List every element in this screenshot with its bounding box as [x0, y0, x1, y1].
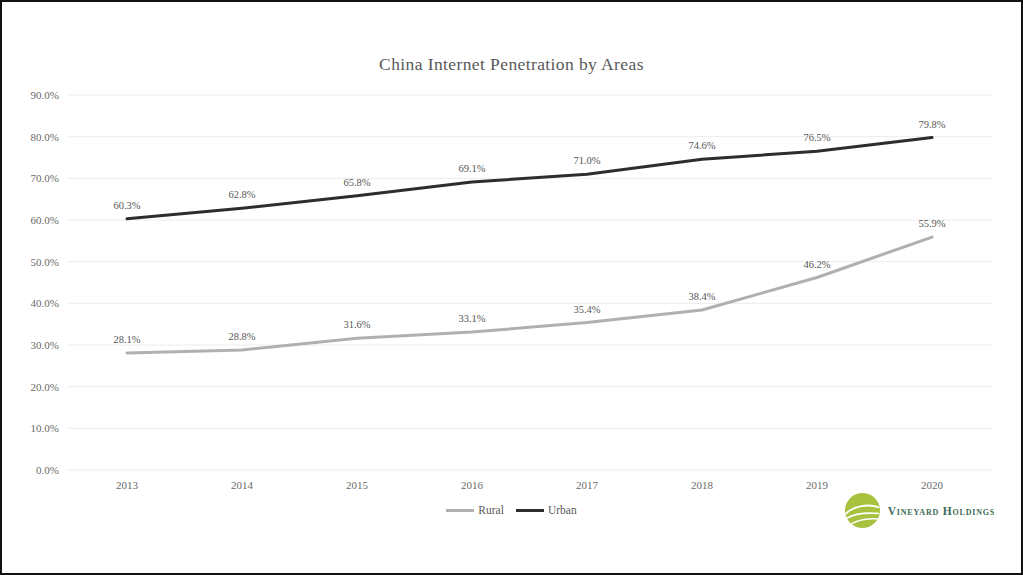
series-lines-group: [127, 138, 932, 353]
data-label-rural: 33.1%: [458, 313, 485, 324]
brand-name: Vineyard Holdings: [888, 505, 995, 517]
data-label-urban: 65.8%: [343, 177, 370, 188]
data-label-rural: 55.9%: [918, 218, 945, 229]
data-label-rural: 38.4%: [688, 291, 715, 302]
data-label-urban: 79.8%: [918, 119, 945, 130]
data-label-rural: 46.2%: [803, 259, 830, 270]
data-label-urban: 71.0%: [573, 155, 600, 166]
x-tick-label: 2017: [576, 479, 599, 491]
data-label-rural: 28.1%: [113, 334, 140, 345]
y-tick-label: 90.0%: [31, 89, 59, 101]
y-tick-label: 50.0%: [31, 256, 59, 268]
legend-label: Rural: [478, 504, 504, 516]
data-label-rural: 35.4%: [573, 304, 600, 315]
data-label-urban: 62.8%: [228, 189, 255, 200]
x-tick-label: 2013: [116, 479, 139, 491]
y-tick-label: 40.0%: [31, 297, 59, 309]
legend-swatch-urban: [516, 509, 544, 512]
data-label-urban: 60.3%: [113, 200, 140, 211]
slide-canvas: China Internet Penetration by Areas 0.0%…: [0, 0, 1023, 575]
y-tick-label: 80.0%: [31, 131, 59, 143]
data-labels-layer: 28.1% 28.8% 31.6% 33.1% 35.4% 38.4% 46.2% 55.9%…: [113, 119, 945, 345]
y-axis: 0.0% 10.0% 20.0% 30.0% 40.0% 50.0% 60.0% 70.0% 8…: [31, 89, 59, 476]
data-label-urban: 69.1%: [458, 163, 485, 174]
gridlines-group: [67, 95, 992, 470]
data-label-urban: 74.6%: [688, 140, 715, 151]
data-label-urban: 76.5%: [803, 132, 830, 143]
x-tick-label: 2015: [346, 479, 369, 491]
y-tick-label: 10.0%: [31, 422, 59, 434]
legend-label: Urban: [548, 504, 577, 516]
data-label-rural: 28.8%: [228, 331, 255, 342]
x-tick-label: 2016: [461, 479, 484, 491]
data-label-rural: 31.6%: [343, 319, 370, 330]
x-tick-label: 2019: [806, 479, 829, 491]
plot-area: 0.0% 10.0% 20.0% 30.0% 40.0% 50.0% 60.0% 70.0% 8…: [2, 2, 1023, 575]
legend-item-rural: Rural: [446, 504, 504, 516]
y-tick-label: 70.0%: [31, 172, 59, 184]
y-tick-label: 0.0%: [36, 464, 59, 476]
brand-logo: Vineyard Holdings: [844, 492, 995, 529]
x-tick-label: 2014: [231, 479, 254, 491]
vineyard-logo-icon: [844, 492, 881, 529]
x-axis: 2013 2014 2015 2016 2017 2018 2019 2020: [116, 479, 944, 491]
y-tick-label: 30.0%: [31, 339, 59, 351]
y-tick-label: 60.0%: [31, 214, 59, 226]
x-tick-label: 2018: [691, 479, 714, 491]
legend-swatch-rural: [446, 509, 474, 512]
legend-item-urban: Urban: [516, 504, 577, 516]
x-tick-label: 2020: [921, 479, 944, 491]
y-tick-label: 20.0%: [31, 381, 59, 393]
